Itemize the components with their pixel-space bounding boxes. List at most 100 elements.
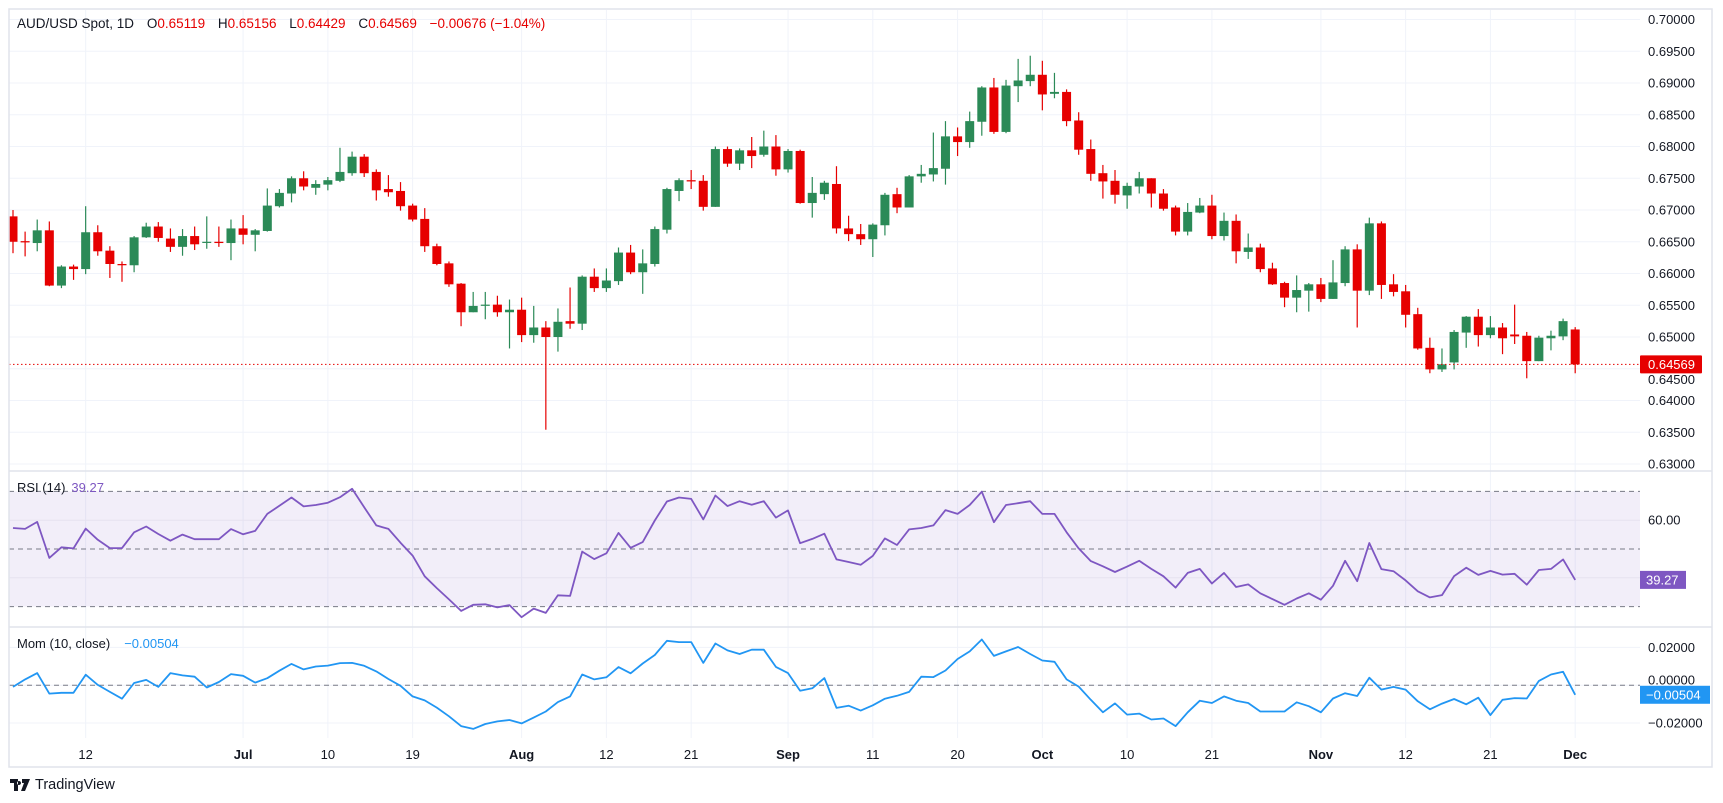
candle-body — [153, 226, 163, 238]
candle — [1243, 233, 1253, 259]
candle — [202, 216, 212, 249]
candle-body — [674, 180, 684, 191]
candle-body — [287, 178, 297, 194]
candle — [904, 175, 914, 208]
candle — [1316, 277, 1326, 303]
candle-body — [565, 321, 575, 324]
candle-body — [1037, 74, 1047, 95]
candle-body — [32, 230, 42, 244]
axes[interactable]: 12 Jul 10 19 Aug 12 21 Sep 11 20 Oct 10 21 Nov 12 21 Dec… — [78, 12, 1710, 762]
candle — [1001, 79, 1011, 134]
candle-body — [1074, 120, 1084, 150]
candle-body — [1013, 80, 1023, 87]
close-value: 0.64569 — [368, 16, 417, 31]
open-value: 0.65119 — [157, 16, 206, 31]
candle-body — [420, 218, 430, 247]
rsi-line — [12, 487, 1576, 619]
price-tick-label: 0.69000 — [1648, 76, 1695, 91]
candle-body — [1292, 290, 1302, 298]
candle — [1025, 55, 1035, 87]
candle — [56, 265, 66, 289]
symbol-title[interactable]: AUD/USD Spot, 1D — [17, 16, 135, 31]
candle — [44, 221, 54, 287]
candle — [1074, 112, 1084, 155]
candle — [1049, 72, 1059, 99]
candle-body — [492, 304, 502, 313]
x-tick-label: 20 — [950, 747, 964, 762]
candle-body — [456, 283, 466, 313]
legend-header: AUD/USD Spot, 1D O0.65119 H0.65156 L0.64… — [17, 16, 554, 31]
price-tick-label: 0.67500 — [1648, 171, 1695, 186]
candle — [759, 130, 769, 157]
candle — [141, 222, 151, 238]
tradingview-logo[interactable]: TradingView — [10, 777, 115, 793]
x-tick-label: Nov — [1309, 747, 1334, 762]
candle — [1134, 171, 1144, 194]
candle — [444, 261, 454, 287]
candle-body — [1340, 249, 1350, 284]
candle — [650, 226, 660, 267]
candle-body — [141, 226, 151, 238]
candle — [1195, 197, 1205, 214]
candle-body — [371, 171, 381, 191]
candle — [1376, 221, 1386, 299]
candle — [178, 229, 188, 256]
candle-body — [1134, 178, 1144, 187]
candle — [965, 111, 975, 148]
candle — [892, 187, 902, 214]
candle — [1498, 323, 1508, 355]
rsi-tick-label: 60.00 — [1648, 513, 1681, 528]
price-tick-label: 0.64500 — [1648, 372, 1695, 387]
candle — [989, 77, 999, 134]
candle — [432, 243, 442, 266]
candle-body — [1098, 173, 1108, 182]
rsi-legend[interactable]: RSI (14) 39.27 — [17, 480, 104, 495]
candle-body — [432, 246, 442, 264]
x-tick-label: Jul — [234, 747, 253, 762]
candle-body — [529, 327, 539, 336]
x-tick-label: 21 — [1205, 747, 1219, 762]
candle — [1231, 214, 1241, 264]
candle — [383, 175, 393, 197]
candle — [287, 176, 297, 203]
candle — [614, 247, 623, 285]
last-price-label: 0.64569 — [1648, 357, 1695, 372]
candle-body — [1570, 329, 1580, 365]
candle-body — [710, 149, 720, 207]
candle-body — [856, 234, 866, 240]
candle — [783, 149, 793, 173]
x-tick-label: 12 — [1398, 747, 1412, 762]
x-tick-label: Oct — [1032, 747, 1054, 762]
candle — [541, 321, 551, 430]
candle — [1413, 307, 1423, 350]
mom-legend[interactable]: Mom (10, close) −0.00504 — [17, 636, 179, 651]
candle — [940, 121, 950, 185]
price-tick-label: 0.63500 — [1648, 425, 1695, 440]
candle-body — [226, 228, 236, 244]
candle-body — [1049, 91, 1059, 94]
candle-body — [1001, 85, 1011, 132]
momentum-series — [12, 638, 1576, 730]
candle — [420, 208, 430, 252]
low-value: 0.64429 — [296, 16, 346, 31]
close-label: C — [358, 16, 369, 31]
price-tick-label: 0.66000 — [1648, 266, 1695, 281]
x-tick-label: 21 — [684, 747, 698, 762]
mom-tick-label: 0.00000 — [1648, 672, 1695, 687]
candle-body — [1110, 180, 1120, 195]
candle-body — [989, 87, 999, 132]
rsi-series — [12, 487, 1576, 619]
candle-body — [1473, 316, 1483, 336]
price-tick-label: 0.66500 — [1648, 234, 1695, 249]
candle-body — [1195, 205, 1205, 213]
candle — [1389, 274, 1399, 297]
candle — [81, 206, 91, 275]
mom-tick-label: −0.02000 — [1648, 716, 1703, 731]
candle — [819, 180, 829, 200]
candle — [1110, 170, 1120, 204]
candle — [807, 177, 817, 218]
candle — [226, 219, 236, 261]
candle-body — [347, 156, 357, 174]
candle-body — [190, 236, 200, 245]
